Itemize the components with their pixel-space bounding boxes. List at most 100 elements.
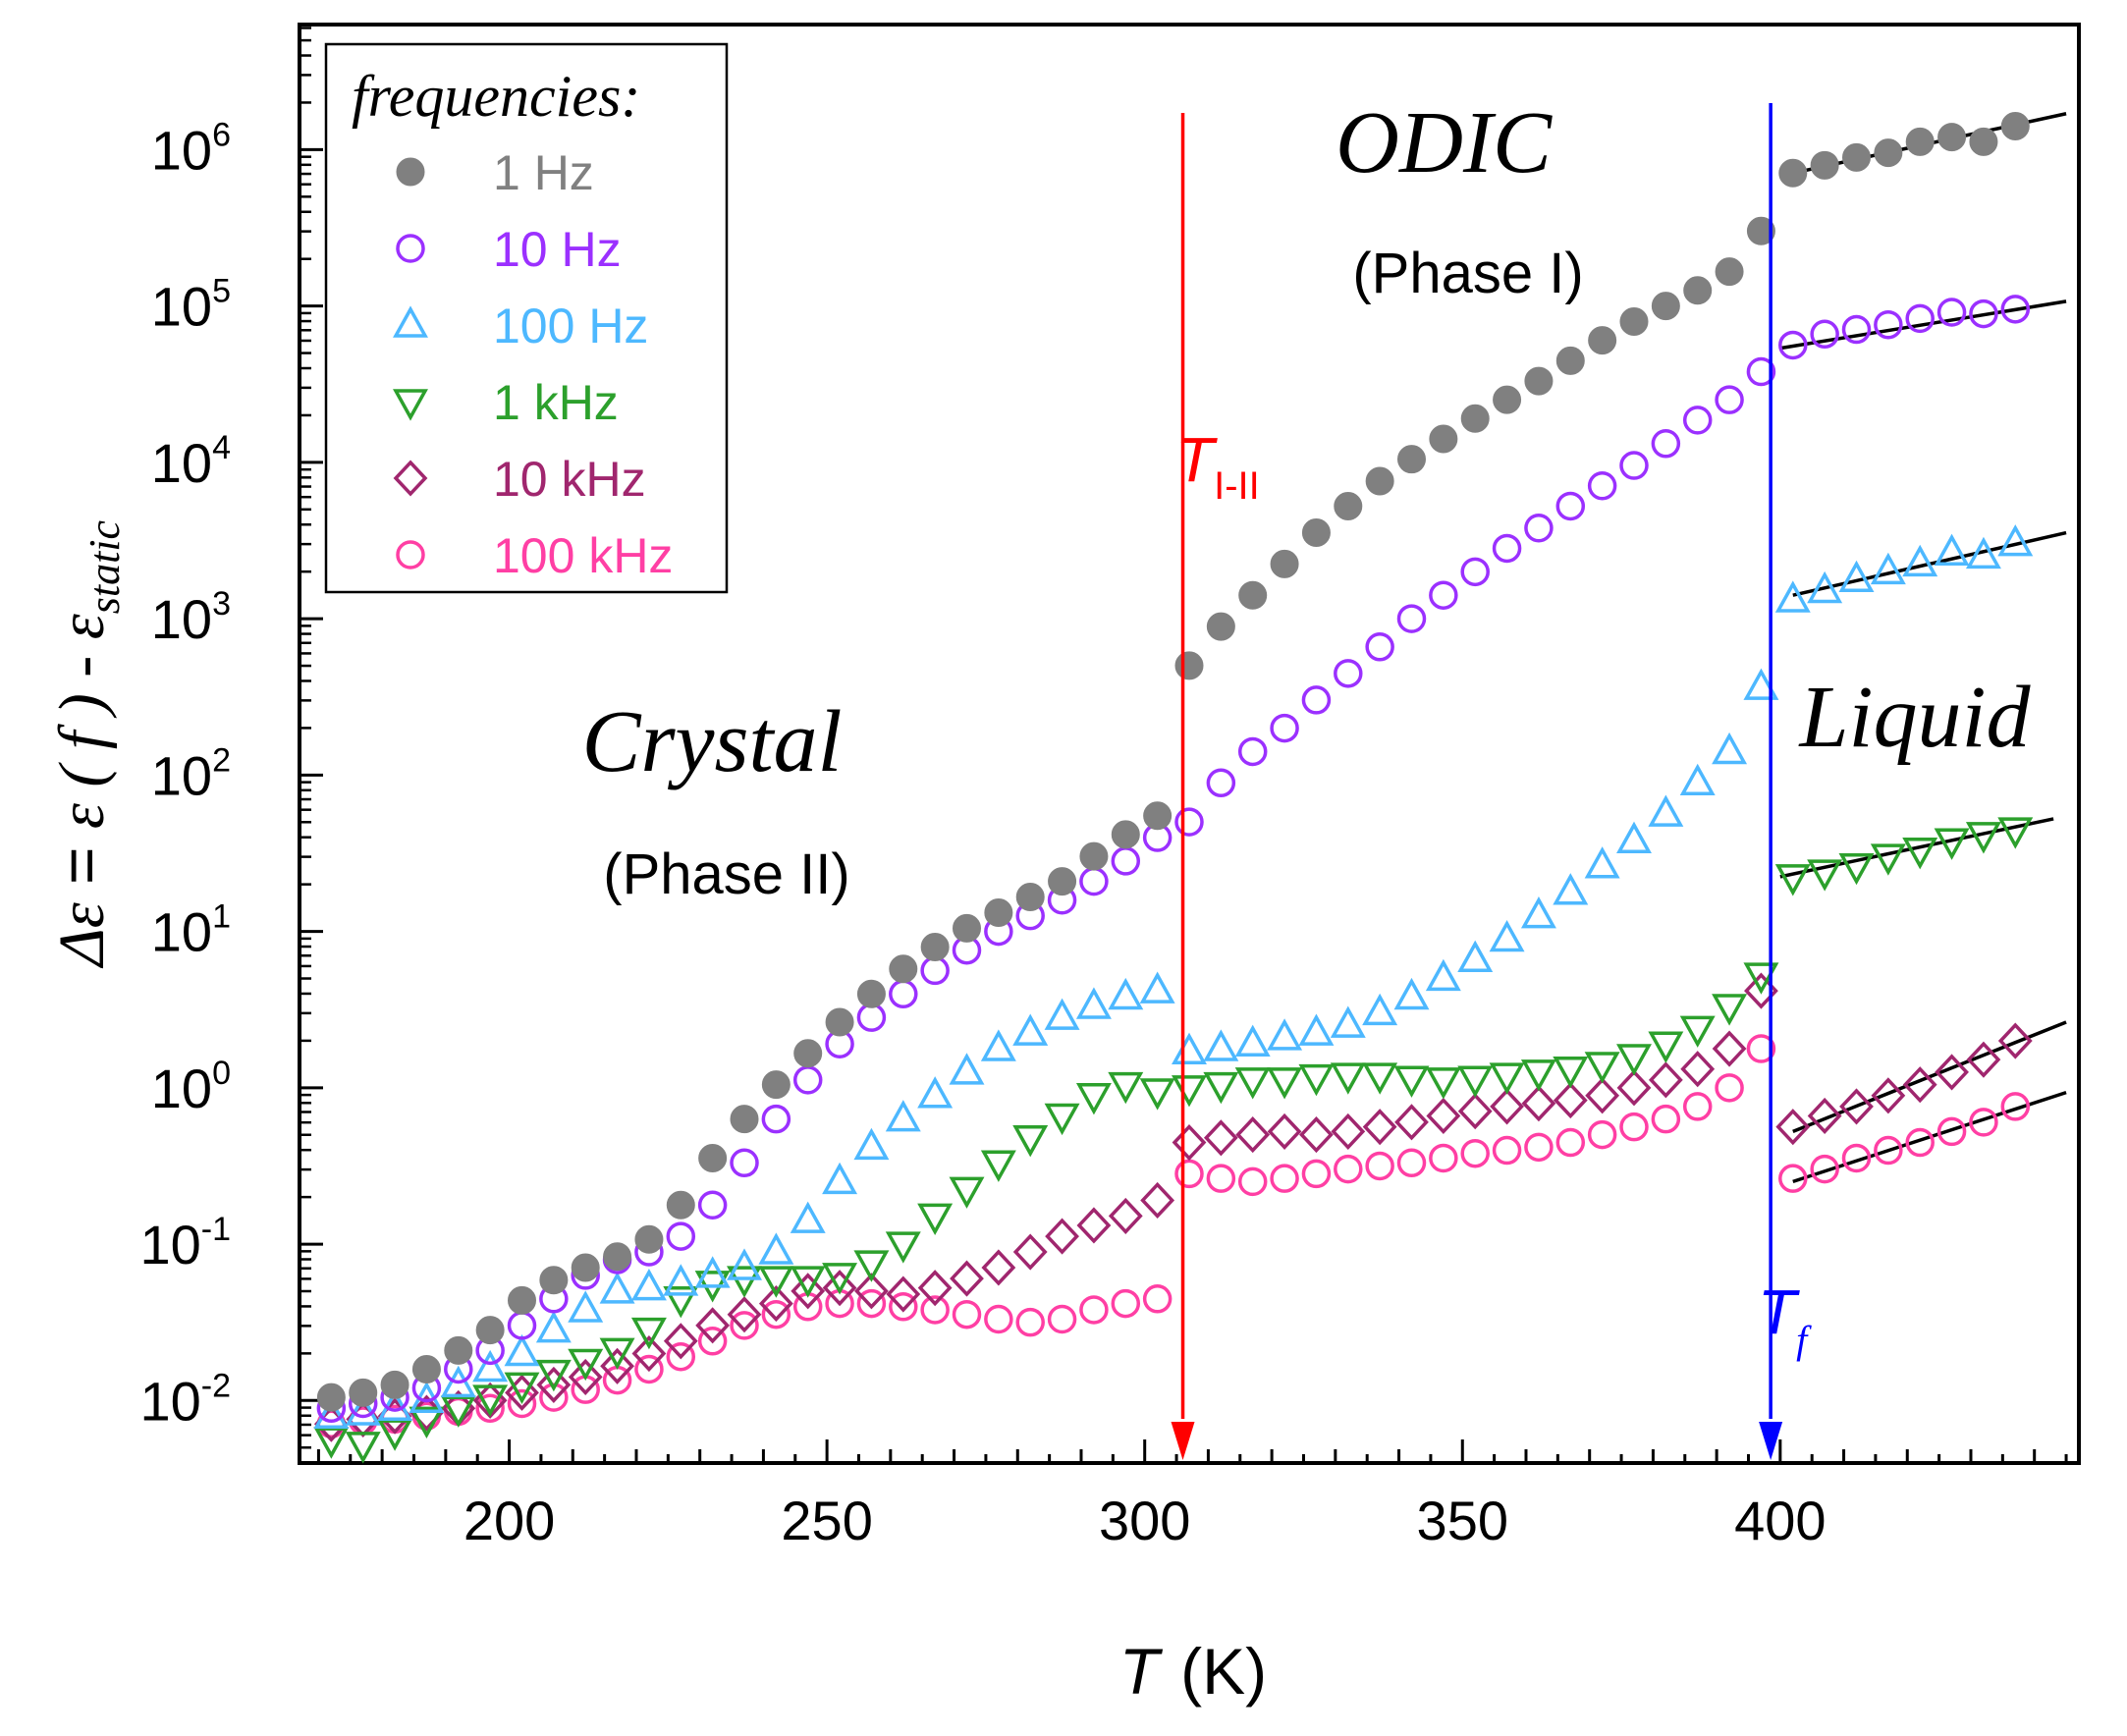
t-f-arrowhead <box>1759 1422 1783 1460</box>
data-point-10-hz <box>2000 295 2031 324</box>
data-point-1-khz <box>790 1266 826 1298</box>
data-point-10-khz <box>1935 1054 1969 1091</box>
data-point-10-hz <box>1715 385 1744 414</box>
data-point-1-khz <box>1330 1062 1366 1095</box>
data-point-1-hz <box>508 1285 536 1315</box>
data-point-1-khz <box>1807 859 1843 892</box>
data-point-100-khz <box>984 1304 1013 1334</box>
data-point-1-khz <box>1934 828 1970 860</box>
y-tick-base: 10 <box>151 744 212 806</box>
data-point-100-khz <box>1619 1112 1649 1142</box>
data-point-1-hz <box>1460 404 1490 433</box>
data-point-1-khz <box>1648 1031 1684 1063</box>
data-point-1-khz <box>1520 1059 1556 1092</box>
data-point-1-khz <box>1679 1015 1716 1048</box>
data-point-10-khz <box>854 1273 889 1310</box>
y-tick-base: 10 <box>151 119 212 181</box>
data-point-1-hz <box>1048 867 1077 896</box>
y-axis-sub: static <box>81 519 129 614</box>
t-f-label: Tf <box>1758 1276 1812 1362</box>
data-point-10-hz <box>761 1104 791 1134</box>
data-point-10-khz <box>1775 1109 1811 1146</box>
data-markers <box>313 112 2034 1464</box>
data-point-100-hz <box>599 1272 635 1304</box>
data-point-1-hz <box>825 1007 854 1037</box>
data-point-10-khz <box>1807 1097 1842 1135</box>
data-point-10-khz <box>695 1307 731 1344</box>
data-point-10-khz <box>1490 1088 1524 1125</box>
data-point-100-hz <box>1298 1013 1335 1046</box>
data-point-1-hz <box>1301 518 1331 548</box>
y-axis-eps: ε <box>46 803 118 829</box>
data-point-100-hz <box>1965 536 2001 570</box>
data-point-100-hz <box>1108 977 1144 1010</box>
y-tick-label: 106 <box>151 116 231 181</box>
legend-label-100-khz: 100 kHz <box>493 528 673 583</box>
legend-box <box>324 42 729 594</box>
data-point-1-hz <box>1842 142 1871 172</box>
data-point-100-hz <box>472 1349 509 1383</box>
data-point-1-hz <box>1238 580 1268 610</box>
data-point-1-hz <box>1683 276 1713 305</box>
y-tick-exponent: 6 <box>212 116 231 153</box>
data-point-100-hz <box>1489 919 1525 952</box>
y-axis-title: Δε = ε ( f ) - εstatic <box>44 519 129 969</box>
data-point-10-hz <box>1237 736 1268 767</box>
data-point-100-khz <box>1936 1116 1967 1147</box>
data-point-1-khz <box>1393 1065 1430 1098</box>
data-point-1-hz <box>1270 549 1299 578</box>
data-point-100-khz <box>856 1288 887 1319</box>
data-point-10-khz <box>1362 1109 1397 1146</box>
data-point-1-hz <box>444 1335 473 1365</box>
data-point-100-hz <box>1044 998 1080 1030</box>
t-f-symbol: T <box>1758 1276 1800 1347</box>
data-point-100-hz <box>1330 1005 1366 1038</box>
data-point-1-khz <box>630 1317 667 1350</box>
data-point-100-khz <box>1969 1108 1998 1137</box>
data-point-10-hz <box>1841 314 1872 345</box>
data-point-10-hz <box>1174 807 1204 837</box>
data-point-1-khz <box>504 1372 540 1404</box>
data-point-1-hz <box>889 954 918 984</box>
data-point-100-hz <box>1362 993 1398 1026</box>
data-point-100-khz <box>1174 1159 1204 1189</box>
data-point-1-khz <box>1712 994 1748 1026</box>
data-point-10-khz <box>917 1270 953 1307</box>
x-axis-symbol: T <box>1119 1635 1164 1708</box>
data-point-1-hz <box>1874 138 1903 168</box>
data-point-1-khz <box>1616 1044 1652 1076</box>
data-point-10-khz <box>600 1347 634 1384</box>
data-point-100-hz <box>1774 580 1811 613</box>
data-point-1-hz <box>1174 651 1204 680</box>
data-point-1-khz <box>1362 1062 1398 1095</box>
odic-subtitle: (Phase I) <box>1352 242 1583 305</box>
data-point-100-khz <box>889 1292 918 1322</box>
data-point-1-hz <box>761 1070 791 1100</box>
y-tick-label: 100 <box>151 1055 231 1119</box>
y-axis-lhs: Δε <box>46 902 118 969</box>
data-point-1-hz <box>1334 491 1363 520</box>
data-point-10-hz <box>1746 356 1776 387</box>
t-i-ii-label: TI-II <box>1175 424 1260 508</box>
data-point-100-hz <box>1553 873 1589 905</box>
crystal-title: Crystal <box>581 693 842 790</box>
data-point-10-khz <box>1172 1124 1207 1162</box>
data-point-1-khz <box>980 1150 1016 1182</box>
data-point-100-khz <box>1079 1295 1109 1325</box>
data-point-1-hz <box>571 1253 600 1282</box>
data-point-1-khz <box>917 1203 954 1236</box>
data-point-1-khz <box>1489 1062 1525 1095</box>
data-point-1-khz <box>1012 1125 1049 1158</box>
legend-item-10-hz: 10 Hz <box>396 222 622 277</box>
data-point-100-khz <box>475 1393 505 1424</box>
legend-label-100-hz: 100 Hz <box>493 298 648 353</box>
data-point-10-hz <box>1492 533 1522 564</box>
crystal-subtitle: (Phase II) <box>603 842 849 906</box>
data-point-1-hz <box>1429 424 1458 454</box>
y-tick-base: 10 <box>151 1058 212 1119</box>
y-axis-eq: = <box>44 829 117 902</box>
data-point-10-khz <box>1299 1116 1334 1154</box>
t-i-ii-arrowhead <box>1171 1422 1195 1460</box>
series-1-khz <box>313 817 2034 1464</box>
